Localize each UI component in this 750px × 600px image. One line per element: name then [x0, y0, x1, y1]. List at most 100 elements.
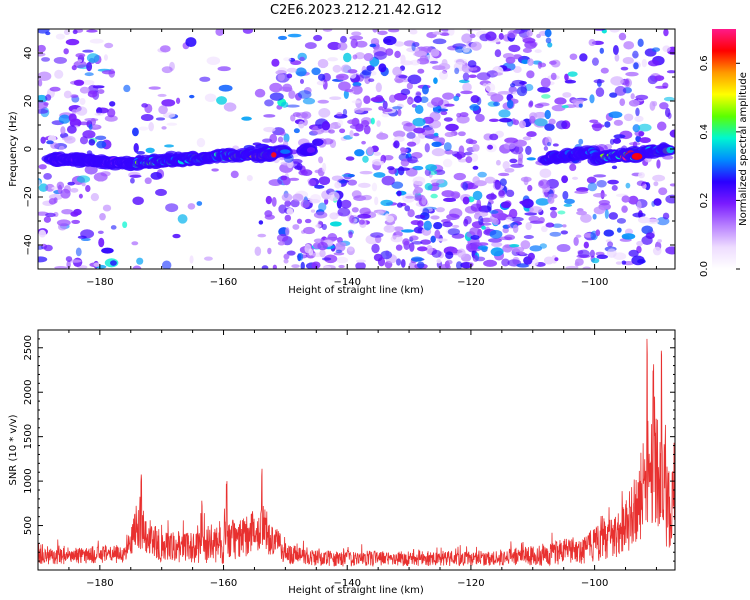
heatmap-noise-cell	[311, 261, 321, 269]
heatmap-noise-cell	[529, 206, 543, 214]
heatmap-noise-cell	[280, 101, 289, 108]
heatmap-noise-cell	[464, 215, 472, 225]
heatmap-noise-cell	[164, 144, 175, 148]
heatmap-noise-cell	[440, 29, 450, 32]
heatmap-noise-cell	[66, 125, 77, 134]
heatmap-noise-cell	[477, 245, 489, 251]
heatmap-noise-cell	[525, 222, 532, 231]
heatmap-noise-cell	[487, 201, 492, 211]
heatmap-noise-cell	[96, 107, 103, 115]
heatmap-noise-cell	[472, 190, 483, 201]
heatmap-noise-cell	[436, 258, 442, 264]
heatmap-noise-cell	[104, 115, 118, 122]
heatmap-noise-cell	[380, 250, 393, 260]
heatmap-noise-cell	[459, 112, 469, 118]
heatmap-noise-cell	[578, 103, 583, 108]
heatmap-noise-cell	[446, 213, 460, 221]
heatmap-noise-cell	[165, 203, 179, 213]
heatmap-noise-cell	[204, 93, 217, 103]
heatmap-noise-cell	[554, 97, 567, 105]
heatmap-noise-cell	[489, 229, 503, 239]
heatmap-noise-cell	[355, 259, 367, 263]
heatmap-noise-cell	[509, 216, 524, 222]
heatmap-noise-cell	[363, 53, 374, 62]
heatmap-noise-cell	[177, 214, 188, 224]
heatmap-noise-cell	[254, 246, 262, 257]
heatmap-noise-cell	[49, 86, 61, 92]
heatmap-noise-cell	[525, 145, 532, 156]
heatmap-noise-cell	[645, 232, 655, 239]
heatmap-noise-cell	[271, 196, 277, 207]
heatmap-noise-cell	[494, 49, 502, 58]
heatmap-noise-cell	[163, 112, 176, 118]
heatmap-noise-cell	[637, 216, 650, 224]
heatmap-noise-cell	[230, 170, 239, 179]
heatmap-noise-cell	[555, 120, 568, 130]
heatmap-noise-cell	[103, 54, 108, 61]
heatmap-noise-cell	[380, 199, 394, 206]
heatmap-noise-cell	[548, 118, 556, 125]
heatmap-noise-cell	[453, 95, 460, 102]
heatmap-noise-cell	[73, 79, 85, 86]
heatmap-noise-cell	[544, 123, 555, 131]
heatmap-noise-cell	[288, 90, 296, 99]
heatmap-noise-cell	[621, 260, 627, 265]
heatmap-noise-cell	[394, 78, 404, 84]
heatmap-noise-cell	[636, 180, 646, 187]
heatmap-noise-cell	[382, 100, 388, 110]
heatmap-noise-cell	[607, 179, 619, 185]
heatmap-noise-cell	[138, 126, 149, 131]
heatmap-noise-cell	[502, 160, 510, 170]
heatmap-noise-cell	[636, 240, 644, 247]
heatmap-noise-cell	[381, 113, 390, 118]
heatmap-noise-cell	[397, 167, 410, 171]
heatmap-noise-cell	[526, 131, 537, 138]
heatmap-noise-cell	[279, 131, 286, 136]
heatmap-noise-cell	[439, 264, 451, 269]
heatmap-noise-cell	[436, 238, 448, 242]
heatmap-noise-cell	[448, 29, 455, 36]
heatmap-noise-cell	[431, 141, 442, 148]
heatmap-noise-cell	[329, 212, 339, 220]
heatmap-noise-cell	[569, 53, 578, 61]
heatmap-noise-cell	[527, 184, 533, 192]
heatmap-noise-cell	[63, 90, 72, 99]
heatmap-noise-cell	[47, 135, 57, 142]
heatmap-noise-cell	[136, 257, 144, 265]
heatmap-noise-cell	[349, 215, 355, 224]
heatmap-noise-cell	[84, 118, 99, 122]
heatmap-noise-cell	[373, 172, 386, 178]
heatmap-noise-cell	[241, 116, 252, 121]
heatmap-noise-cell	[498, 190, 505, 197]
heatmap-noise-cell	[40, 136, 46, 144]
heatmap-noise-cell	[524, 212, 538, 216]
heatmap-noise-cell	[485, 31, 497, 41]
heatmap-noise-cell	[131, 127, 139, 137]
heatmap-noise-cell	[41, 57, 51, 62]
heatmap-noise-cell	[371, 182, 378, 192]
heatmap-noise-cell	[319, 249, 326, 258]
heatmap-noise-cell	[413, 95, 422, 103]
heatmap-noise-cell	[38, 79, 43, 87]
heatmap-noise-cell	[291, 264, 300, 269]
heatmap-noise-cell	[563, 203, 573, 207]
heatmap-noise-cell	[396, 202, 403, 208]
heatmap-noise-cell	[610, 76, 624, 86]
heatmap-noise-cell	[537, 61, 542, 69]
heatmap-noise-cell	[413, 127, 426, 134]
heatmap-noise-cell	[311, 67, 321, 76]
heatmap-noise-cell	[341, 173, 355, 178]
heatmap-noise-cell	[431, 97, 444, 107]
snr-x-axis-label: Height of straight line (km)	[288, 585, 424, 596]
heatmap-noise-cell	[86, 62, 93, 72]
heatmap-noise-cell	[394, 50, 401, 59]
heatmap-noise-cell	[123, 84, 131, 93]
heatmap-noise-cell	[593, 79, 605, 84]
heatmap-noise-cell	[426, 245, 433, 255]
heatmap-noise-cell	[313, 238, 324, 243]
heatmap-noise-cell	[93, 172, 108, 182]
heatmap-noise-cell	[79, 136, 89, 145]
heatmap-noise-cell	[316, 80, 325, 86]
heatmap-noise-cell	[391, 181, 404, 189]
heatmap-noise-cell	[358, 182, 371, 188]
